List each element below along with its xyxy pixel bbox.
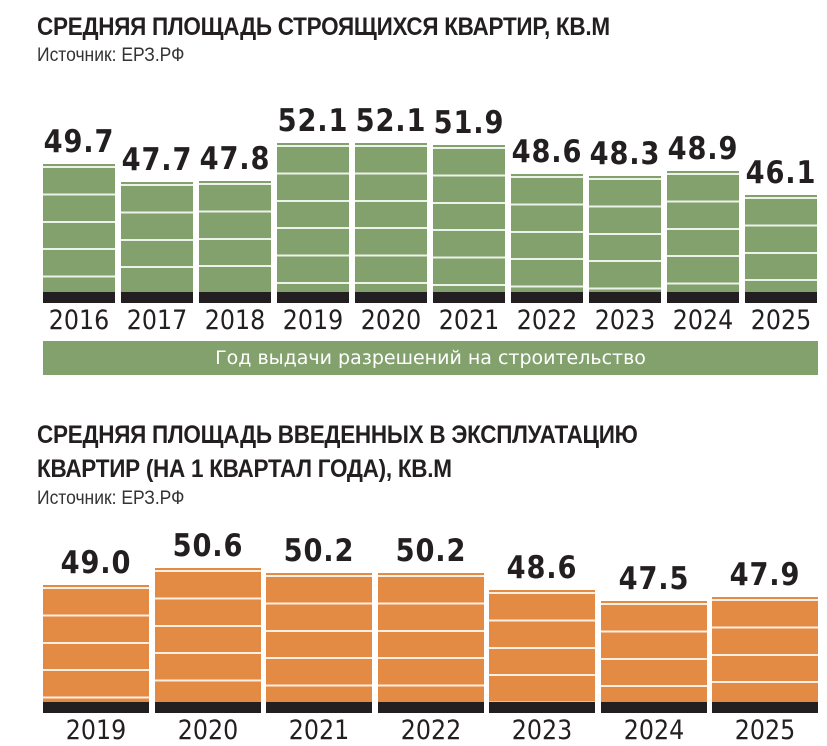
value-label-2019: 52.1 — [277, 103, 349, 140]
value-label-2016: 49.7 — [43, 124, 115, 161]
value-label-2025: 47.9 — [729, 557, 801, 594]
year-label-2023: 2023 — [511, 715, 573, 746]
bar-base-2022 — [377, 702, 484, 713]
bar-2021 — [433, 144, 505, 292]
year-label-2016: 2016 — [48, 305, 110, 336]
year-label-2024: 2024 — [623, 715, 684, 746]
value-label-2020: 52.1 — [355, 103, 427, 140]
value-label-2024: 47.5 — [618, 561, 689, 598]
bar-2020 — [154, 568, 261, 702]
chart2-title-line1: СРЕДНЯЯ ПЛОЩАДЬ ВВЕДЕННЫХ В ЭКСПЛУАТАЦИЮ — [37, 421, 638, 449]
bar-base-2019 — [43, 702, 149, 713]
bar-2024 — [600, 601, 707, 702]
bar-base-2024 — [600, 702, 707, 713]
bar-base-2021 — [266, 702, 372, 713]
value-label-2023: 48.6 — [506, 549, 578, 586]
bar-2024 — [667, 171, 739, 292]
bar-2021 — [266, 572, 372, 702]
bar-2019 — [43, 585, 149, 702]
year-label-2022: 2022 — [516, 305, 578, 336]
value-label-2022: 50.2 — [395, 532, 466, 569]
chart1-xaxis-label: Год выдачи разрешений на строительство — [43, 341, 818, 375]
year-label-2021: 2021 — [288, 715, 350, 746]
bar-2022 — [377, 572, 484, 702]
value-label-2022: 48.6 — [511, 133, 583, 170]
bar-base-2023 — [589, 292, 661, 303]
chart2-source: Источник: ЕРЗ.РФ — [37, 488, 185, 509]
value-label-2020: 50.6 — [172, 528, 243, 565]
bar-base-2022 — [511, 292, 583, 303]
bar-2025 — [745, 195, 817, 292]
bar-2019 — [277, 143, 349, 292]
bar-base-2017 — [121, 292, 193, 303]
bar-2018 — [199, 180, 271, 292]
chart1-title: СРЕДНЯЯ ПЛОЩАДЬ СТРОЯЩИХСЯ КВАРТИР, КВ.М — [37, 13, 610, 41]
bar-base-2024 — [667, 292, 739, 303]
year-label-2019: 2019 — [65, 715, 127, 746]
value-label-2024: 48.9 — [667, 131, 739, 168]
year-label-2025: 2025 — [750, 305, 812, 336]
year-label-2017: 2017 — [126, 305, 188, 336]
value-label-2018: 47.8 — [199, 140, 271, 177]
bar-2023 — [589, 176, 661, 292]
bar-base-2019 — [277, 292, 349, 303]
bar-base-2018 — [199, 292, 271, 303]
chart2-title-line2: КВАРТИР (НА 1 КВАРТАЛ ГОДА), КВ.М — [37, 455, 452, 483]
year-label-2023: 2023 — [594, 305, 656, 336]
value-label-2021: 51.9 — [433, 104, 505, 141]
bar-2025 — [712, 597, 818, 702]
year-label-2020: 2020 — [360, 305, 422, 336]
year-label-2020: 2020 — [177, 715, 238, 746]
value-label-2019: 49.0 — [60, 545, 132, 582]
bar-2017 — [121, 181, 193, 292]
year-label-2019: 2019 — [282, 305, 344, 336]
year-label-2025: 2025 — [734, 715, 796, 746]
bar-base-2016 — [43, 292, 115, 303]
value-label-2023: 48.3 — [589, 136, 661, 173]
chart1-source: Источник: ЕРЗ.РФ — [37, 45, 185, 66]
year-label-2021: 2021 — [438, 305, 500, 336]
bar-base-2020 — [355, 292, 427, 303]
bar-2020 — [355, 143, 427, 292]
year-label-2022: 2022 — [400, 715, 461, 746]
value-label-2017: 47.7 — [121, 141, 193, 178]
year-label-2024: 2024 — [672, 305, 734, 336]
value-label-2021: 50.2 — [283, 532, 355, 569]
bar-base-2025 — [745, 292, 817, 303]
bar-2016 — [43, 164, 115, 292]
year-label-2018: 2018 — [204, 305, 266, 336]
bar-base-2020 — [154, 702, 261, 713]
bar-2022 — [511, 173, 583, 292]
value-label-2025: 46.1 — [745, 155, 817, 192]
bar-base-2021 — [433, 292, 505, 303]
bar-base-2023 — [489, 702, 595, 713]
bar-2023 — [489, 589, 595, 702]
bar-base-2025 — [712, 702, 818, 713]
